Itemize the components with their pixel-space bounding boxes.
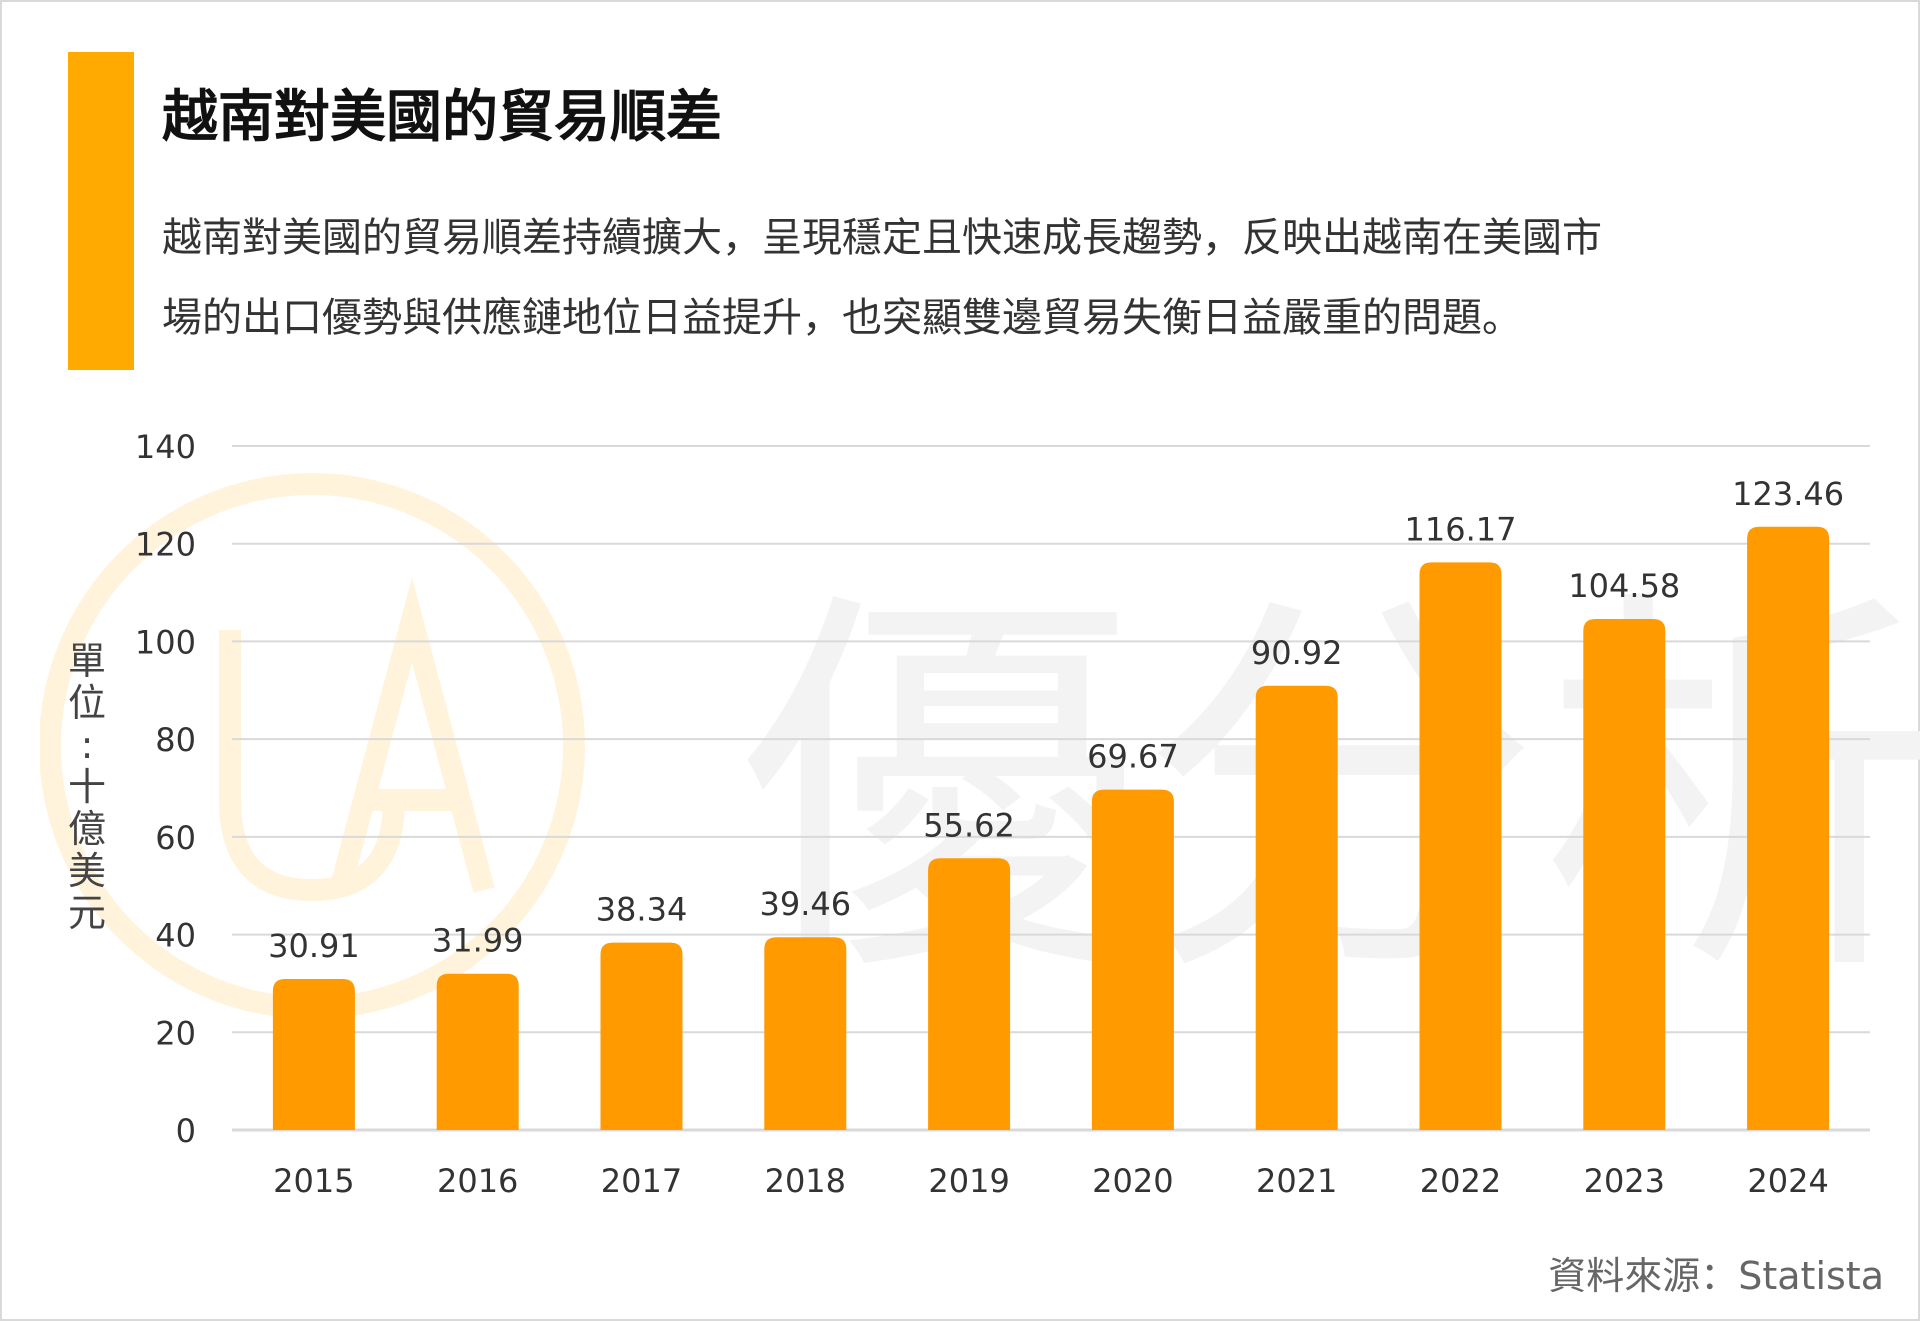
- y-axis-label: 單位:十億美元: [62, 640, 112, 934]
- y-tick-label: 140: [135, 428, 196, 466]
- data-label-2015: 30.91: [268, 927, 360, 965]
- x-tick-label: 2017: [601, 1162, 682, 1200]
- y-tick-label: 40: [155, 917, 196, 955]
- bar-2015: [272, 978, 355, 1130]
- y-tick-label: 100: [135, 623, 196, 661]
- data-label-2021: 90.92: [1251, 634, 1343, 672]
- x-tick-label: 2024: [1747, 1162, 1828, 1200]
- y-axis-label-char: 單: [67, 639, 106, 683]
- y-tick-label: 120: [135, 526, 196, 564]
- data-label-2018: 39.46: [759, 885, 851, 923]
- description-line-1: 越南對美國的貿易順差持續擴大，呈現穩定且快速成長趨勢，反映出越南在美國市: [162, 215, 1602, 261]
- x-tick-label: 2021: [1256, 1162, 1337, 1200]
- x-tick-label: 2020: [1092, 1162, 1173, 1200]
- bar-2016: [436, 973, 519, 1130]
- y-tick-label: 60: [155, 819, 196, 857]
- data-label-2024: 123.46: [1732, 475, 1844, 513]
- bar-2020: [1091, 789, 1174, 1130]
- bar-2018: [764, 937, 847, 1130]
- chart-title: 越南對美國的貿易順差: [162, 85, 722, 150]
- y-axis-label-char: 元: [67, 891, 106, 935]
- data-label-2017: 38.34: [596, 891, 688, 929]
- y-tick-label: 0: [176, 1112, 196, 1150]
- y-axis-label-char: 美: [67, 849, 106, 893]
- data-label-2022: 116.17: [1405, 510, 1517, 548]
- data-label-2020: 69.67: [1087, 738, 1179, 776]
- y-axis-label-char: :: [80, 723, 94, 767]
- y-axis-label-char: 億: [67, 807, 106, 851]
- chart-description: 越南對美國的貿易順差持續擴大，呈現穩定且快速成長趨勢，反映出越南在美國市 場的出…: [162, 198, 1862, 358]
- data-label-2019: 55.62: [923, 806, 1015, 844]
- x-tick-label: 2023: [1584, 1162, 1665, 1200]
- x-tick-label: 2018: [765, 1162, 846, 1200]
- source-note: 資料來源：Statista: [1548, 1254, 1884, 1298]
- y-tick-label: 20: [155, 1014, 196, 1052]
- x-tick-label: 2016: [437, 1162, 518, 1200]
- bar-2022: [1419, 562, 1502, 1130]
- bar-2024: [1747, 526, 1830, 1130]
- x-tick-label: 2015: [273, 1162, 354, 1200]
- y-axis-label-char: 位: [67, 681, 106, 725]
- data-label-2023: 104.58: [1568, 567, 1680, 605]
- x-tick-label: 2019: [928, 1162, 1009, 1200]
- bar-2019: [928, 858, 1011, 1130]
- bar-2017: [600, 942, 683, 1130]
- bar-2021: [1255, 685, 1338, 1130]
- y-tick-label: 80: [155, 721, 196, 759]
- data-label-2016: 31.99: [432, 922, 524, 960]
- description-line-2: 場的出口優勢與供應鏈地位日益提升，也突顯雙邊貿易失衡日益嚴重的問題。: [162, 295, 1522, 341]
- y-axis-label-char: 十: [67, 765, 106, 809]
- bar-2023: [1583, 619, 1666, 1130]
- x-tick-label: 2022: [1420, 1162, 1501, 1200]
- title-accent-bar: [68, 52, 134, 370]
